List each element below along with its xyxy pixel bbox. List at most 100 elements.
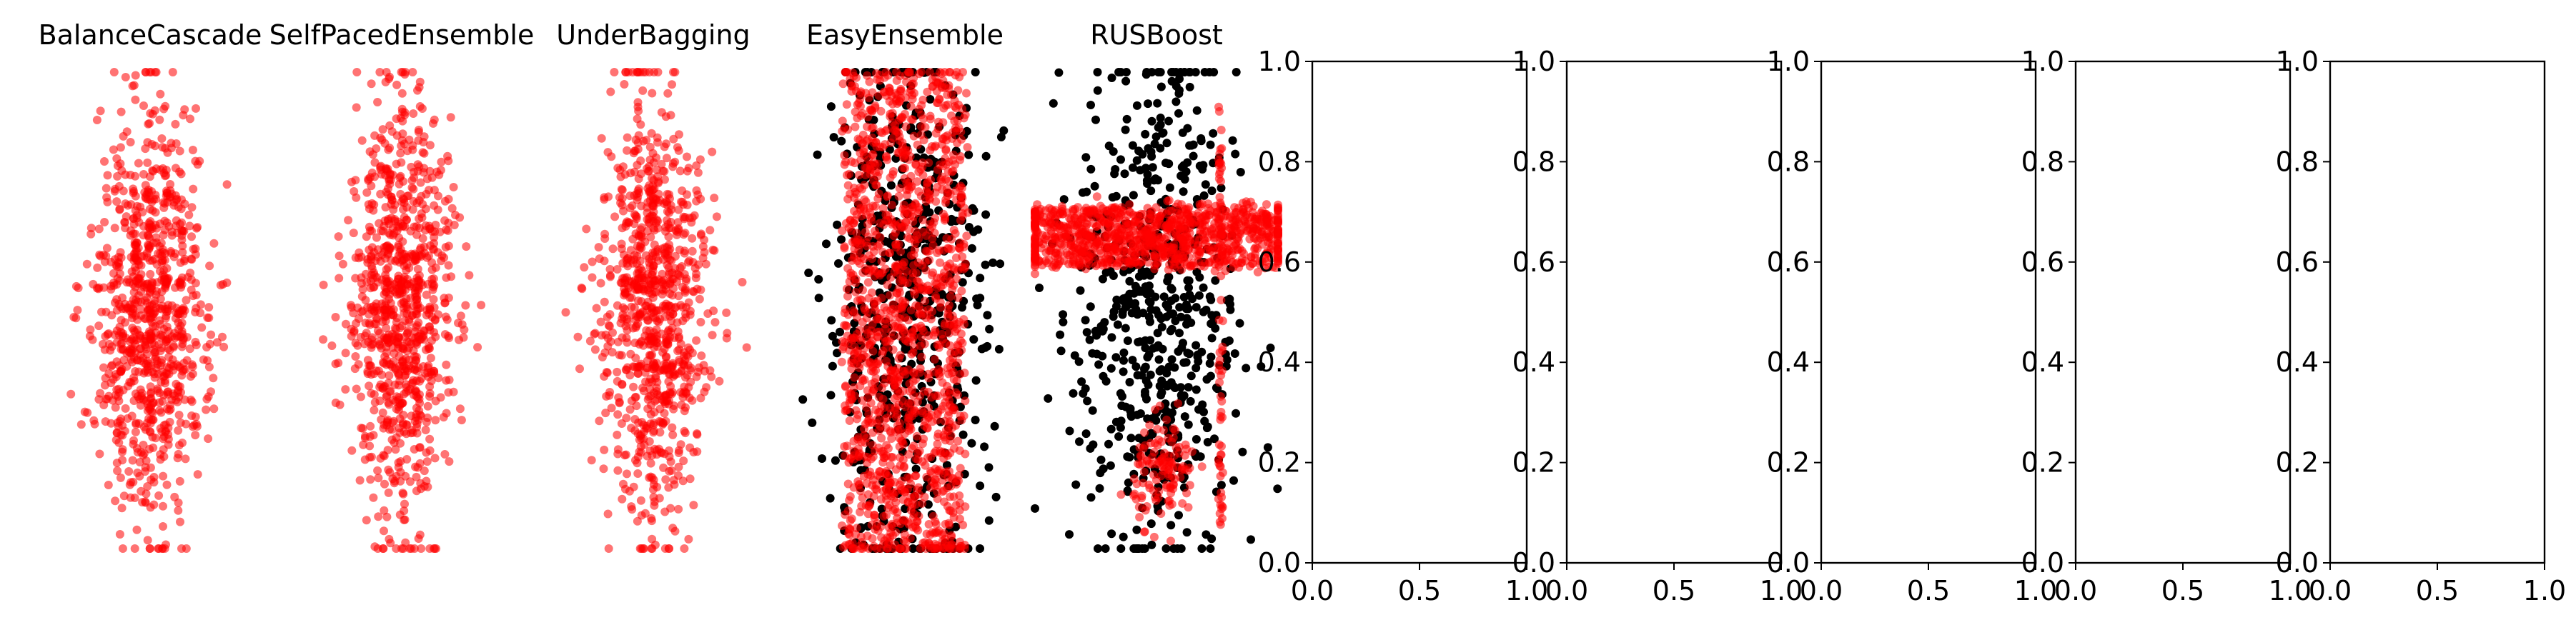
scatter-point xyxy=(885,523,893,532)
scatter-point xyxy=(103,197,112,206)
scatter-point xyxy=(82,259,91,269)
scatter-point xyxy=(1192,106,1202,115)
scatter-point xyxy=(219,342,229,351)
scatter-point xyxy=(911,406,919,416)
scatter-point xyxy=(900,367,909,376)
scatter-point xyxy=(177,195,186,204)
scatter-point xyxy=(442,376,451,385)
scatter-point xyxy=(862,210,871,219)
scatter-point xyxy=(1035,284,1044,292)
scatter-point xyxy=(856,381,865,391)
scatter-point xyxy=(911,464,921,474)
scatter-point xyxy=(659,397,668,406)
scatter-point xyxy=(191,431,200,440)
scatter-point xyxy=(410,351,419,361)
panel-underbagging: UnderBagging xyxy=(556,19,751,553)
scatter-point xyxy=(626,349,635,359)
scatter-point xyxy=(177,235,187,244)
scatter-point xyxy=(146,269,155,279)
scatter-point xyxy=(973,301,982,310)
scatter-point xyxy=(702,383,711,392)
scatter-point xyxy=(412,321,422,330)
scatter-point xyxy=(859,254,868,264)
scatter-point xyxy=(89,416,99,425)
scatter-point xyxy=(914,234,923,244)
scatter-point xyxy=(958,521,968,529)
scatter-point xyxy=(167,246,175,256)
scatter-point xyxy=(161,426,170,436)
scatter-point xyxy=(1154,355,1164,364)
scatter-point xyxy=(588,273,597,282)
scatter-point xyxy=(870,297,879,306)
scatter-point xyxy=(911,160,921,169)
scatter-point xyxy=(363,367,372,376)
scatter-point xyxy=(412,486,421,496)
scatter-point xyxy=(99,363,108,372)
scatter-point xyxy=(1141,344,1150,353)
scatter-point xyxy=(874,356,883,366)
scatter-point xyxy=(708,147,717,156)
scatter-point xyxy=(874,189,883,199)
scatter-point xyxy=(430,544,440,553)
scatter-point xyxy=(668,423,677,432)
scatter-point xyxy=(858,396,867,405)
scatter-point xyxy=(1121,76,1131,86)
scatter-point xyxy=(870,511,879,520)
scatter-point xyxy=(981,260,990,269)
scatter-point xyxy=(693,367,703,376)
scatter-point xyxy=(366,276,375,285)
scatter-point xyxy=(850,334,859,343)
scatter-point xyxy=(638,232,647,241)
scatter-point xyxy=(673,346,683,356)
scatter-point xyxy=(143,536,152,545)
scatter-point xyxy=(392,544,401,553)
scatter-point xyxy=(670,68,680,76)
scatter-point xyxy=(896,419,905,428)
scatter-point xyxy=(678,186,687,195)
scatter-point xyxy=(873,75,882,84)
scatter-point xyxy=(637,544,646,553)
scatter-point xyxy=(663,261,672,269)
scatter-point xyxy=(858,286,867,295)
scatter-point xyxy=(908,212,918,221)
scatter-point xyxy=(1121,125,1130,134)
scatter-point xyxy=(106,361,116,371)
scatter-point xyxy=(956,464,965,473)
scatter-point xyxy=(636,156,645,165)
scatter-point xyxy=(841,401,850,410)
scatter-point xyxy=(86,229,96,239)
scatter-point xyxy=(688,396,697,405)
scatter-point xyxy=(352,68,362,76)
scatter-point xyxy=(932,544,941,553)
scatter-point xyxy=(683,152,691,161)
scatter-point xyxy=(888,378,898,387)
scatter-point xyxy=(425,392,434,401)
scatter-point xyxy=(688,234,697,243)
scatter-point xyxy=(922,472,931,481)
scatter-point xyxy=(1090,181,1099,191)
scatter-point xyxy=(664,377,673,386)
scatter-point xyxy=(915,391,924,401)
scatter-point xyxy=(695,155,705,164)
scatter-point xyxy=(1199,283,1208,292)
scatter-point xyxy=(1121,324,1130,333)
scatter-point xyxy=(645,142,655,151)
scatter-point xyxy=(1210,434,1219,444)
scatter-point xyxy=(632,321,641,331)
scatter-point xyxy=(93,263,102,272)
scatter-point xyxy=(182,296,191,305)
scatter-point xyxy=(652,325,661,334)
scatter-point xyxy=(141,425,150,434)
scatter-point xyxy=(334,232,343,241)
scatter-point xyxy=(900,209,909,219)
scatter-point xyxy=(645,187,654,196)
scatter-point xyxy=(946,279,955,288)
scatter-point xyxy=(430,227,440,236)
scatter-point xyxy=(212,338,222,347)
scatter-point xyxy=(911,492,920,501)
scatter-point xyxy=(382,68,391,76)
scatter-point xyxy=(384,465,393,474)
scatter-point xyxy=(903,518,913,527)
scatter-point xyxy=(926,452,936,461)
scatter-point xyxy=(363,356,372,365)
